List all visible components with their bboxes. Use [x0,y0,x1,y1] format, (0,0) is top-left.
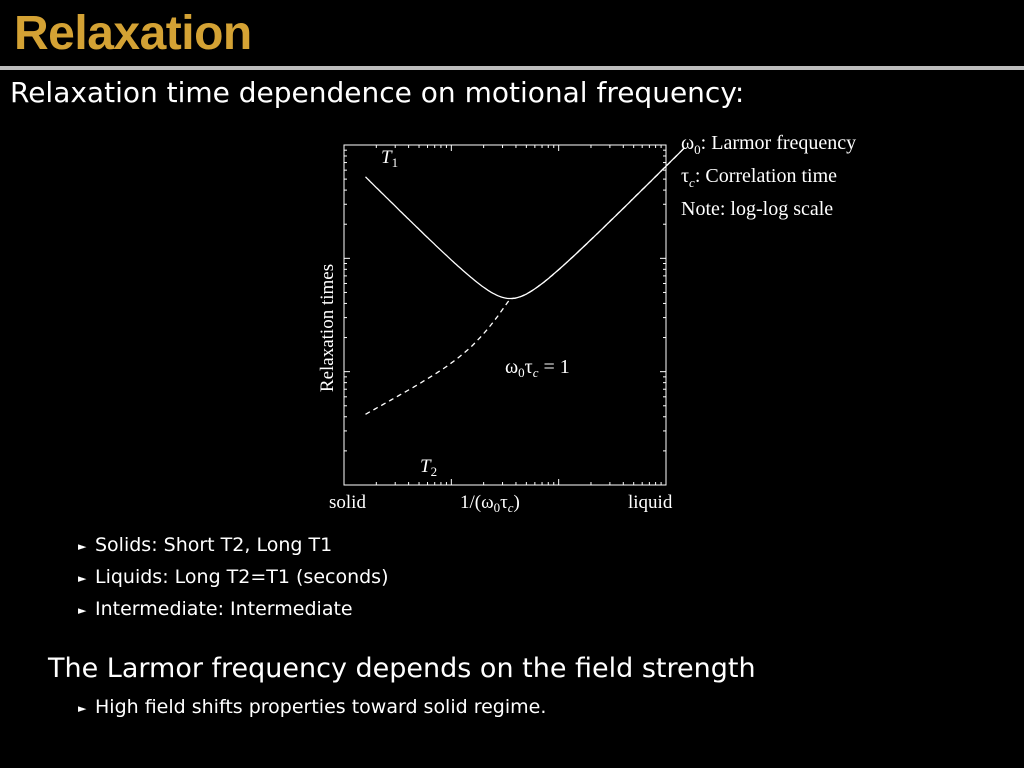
symbol-legend: ω0: Larmor frequency τc: Correlation tim… [681,130,856,222]
list-item: ► Intermediate: Intermediate [78,594,389,626]
t2-series-line [365,147,685,415]
x-tick-label-solid: solid [329,492,366,513]
slide-title: Relaxation [14,7,252,60]
y-axis-label: Relaxation times [317,264,338,392]
bullet-list: ► Solids: Short T2, Long T1 ► Liquids: Lon… [78,530,389,626]
legend-note: Note: log-log scale [681,198,834,220]
legend-larmor: ω0: Larmor frequency [681,132,857,157]
annotation-resonance: ω0τc = 1 [505,356,570,380]
t1-series-line [365,147,685,300]
list-item: ► Solids: Short T2, Long T1 [78,530,389,562]
title-divider [0,66,1024,70]
slide-subtitle: Relaxation time dependence on motional f… [10,76,745,109]
bullet-arrow-icon: ► [78,540,87,553]
bullet-arrow-icon: ► [78,604,87,617]
relaxation-chart: T1 T2 ω0τc = 1 Relaxation times solid 1/… [317,144,685,515]
list-item: ► High field shifts properties toward sol… [78,692,546,724]
t1-series-label: T1 [381,147,398,170]
legend-correlation: τc: Correlation time [681,165,838,190]
list-item: ► Liquids: Long T2=T1 (seconds) [78,562,389,594]
t2-series-label: T2 [420,456,437,479]
x-tick-label-liquid: liquid [628,492,673,513]
section-heading: The Larmor frequency depends on the fiel… [48,653,756,684]
plot-frame [343,144,667,486]
x-tick-label-center: 1/(ω0τc) [460,492,520,515]
bullet-arrow-icon: ► [78,702,87,715]
bullet-list-2: ► High field shifts properties toward sol… [78,692,546,724]
bullet-arrow-icon: ► [78,572,87,585]
